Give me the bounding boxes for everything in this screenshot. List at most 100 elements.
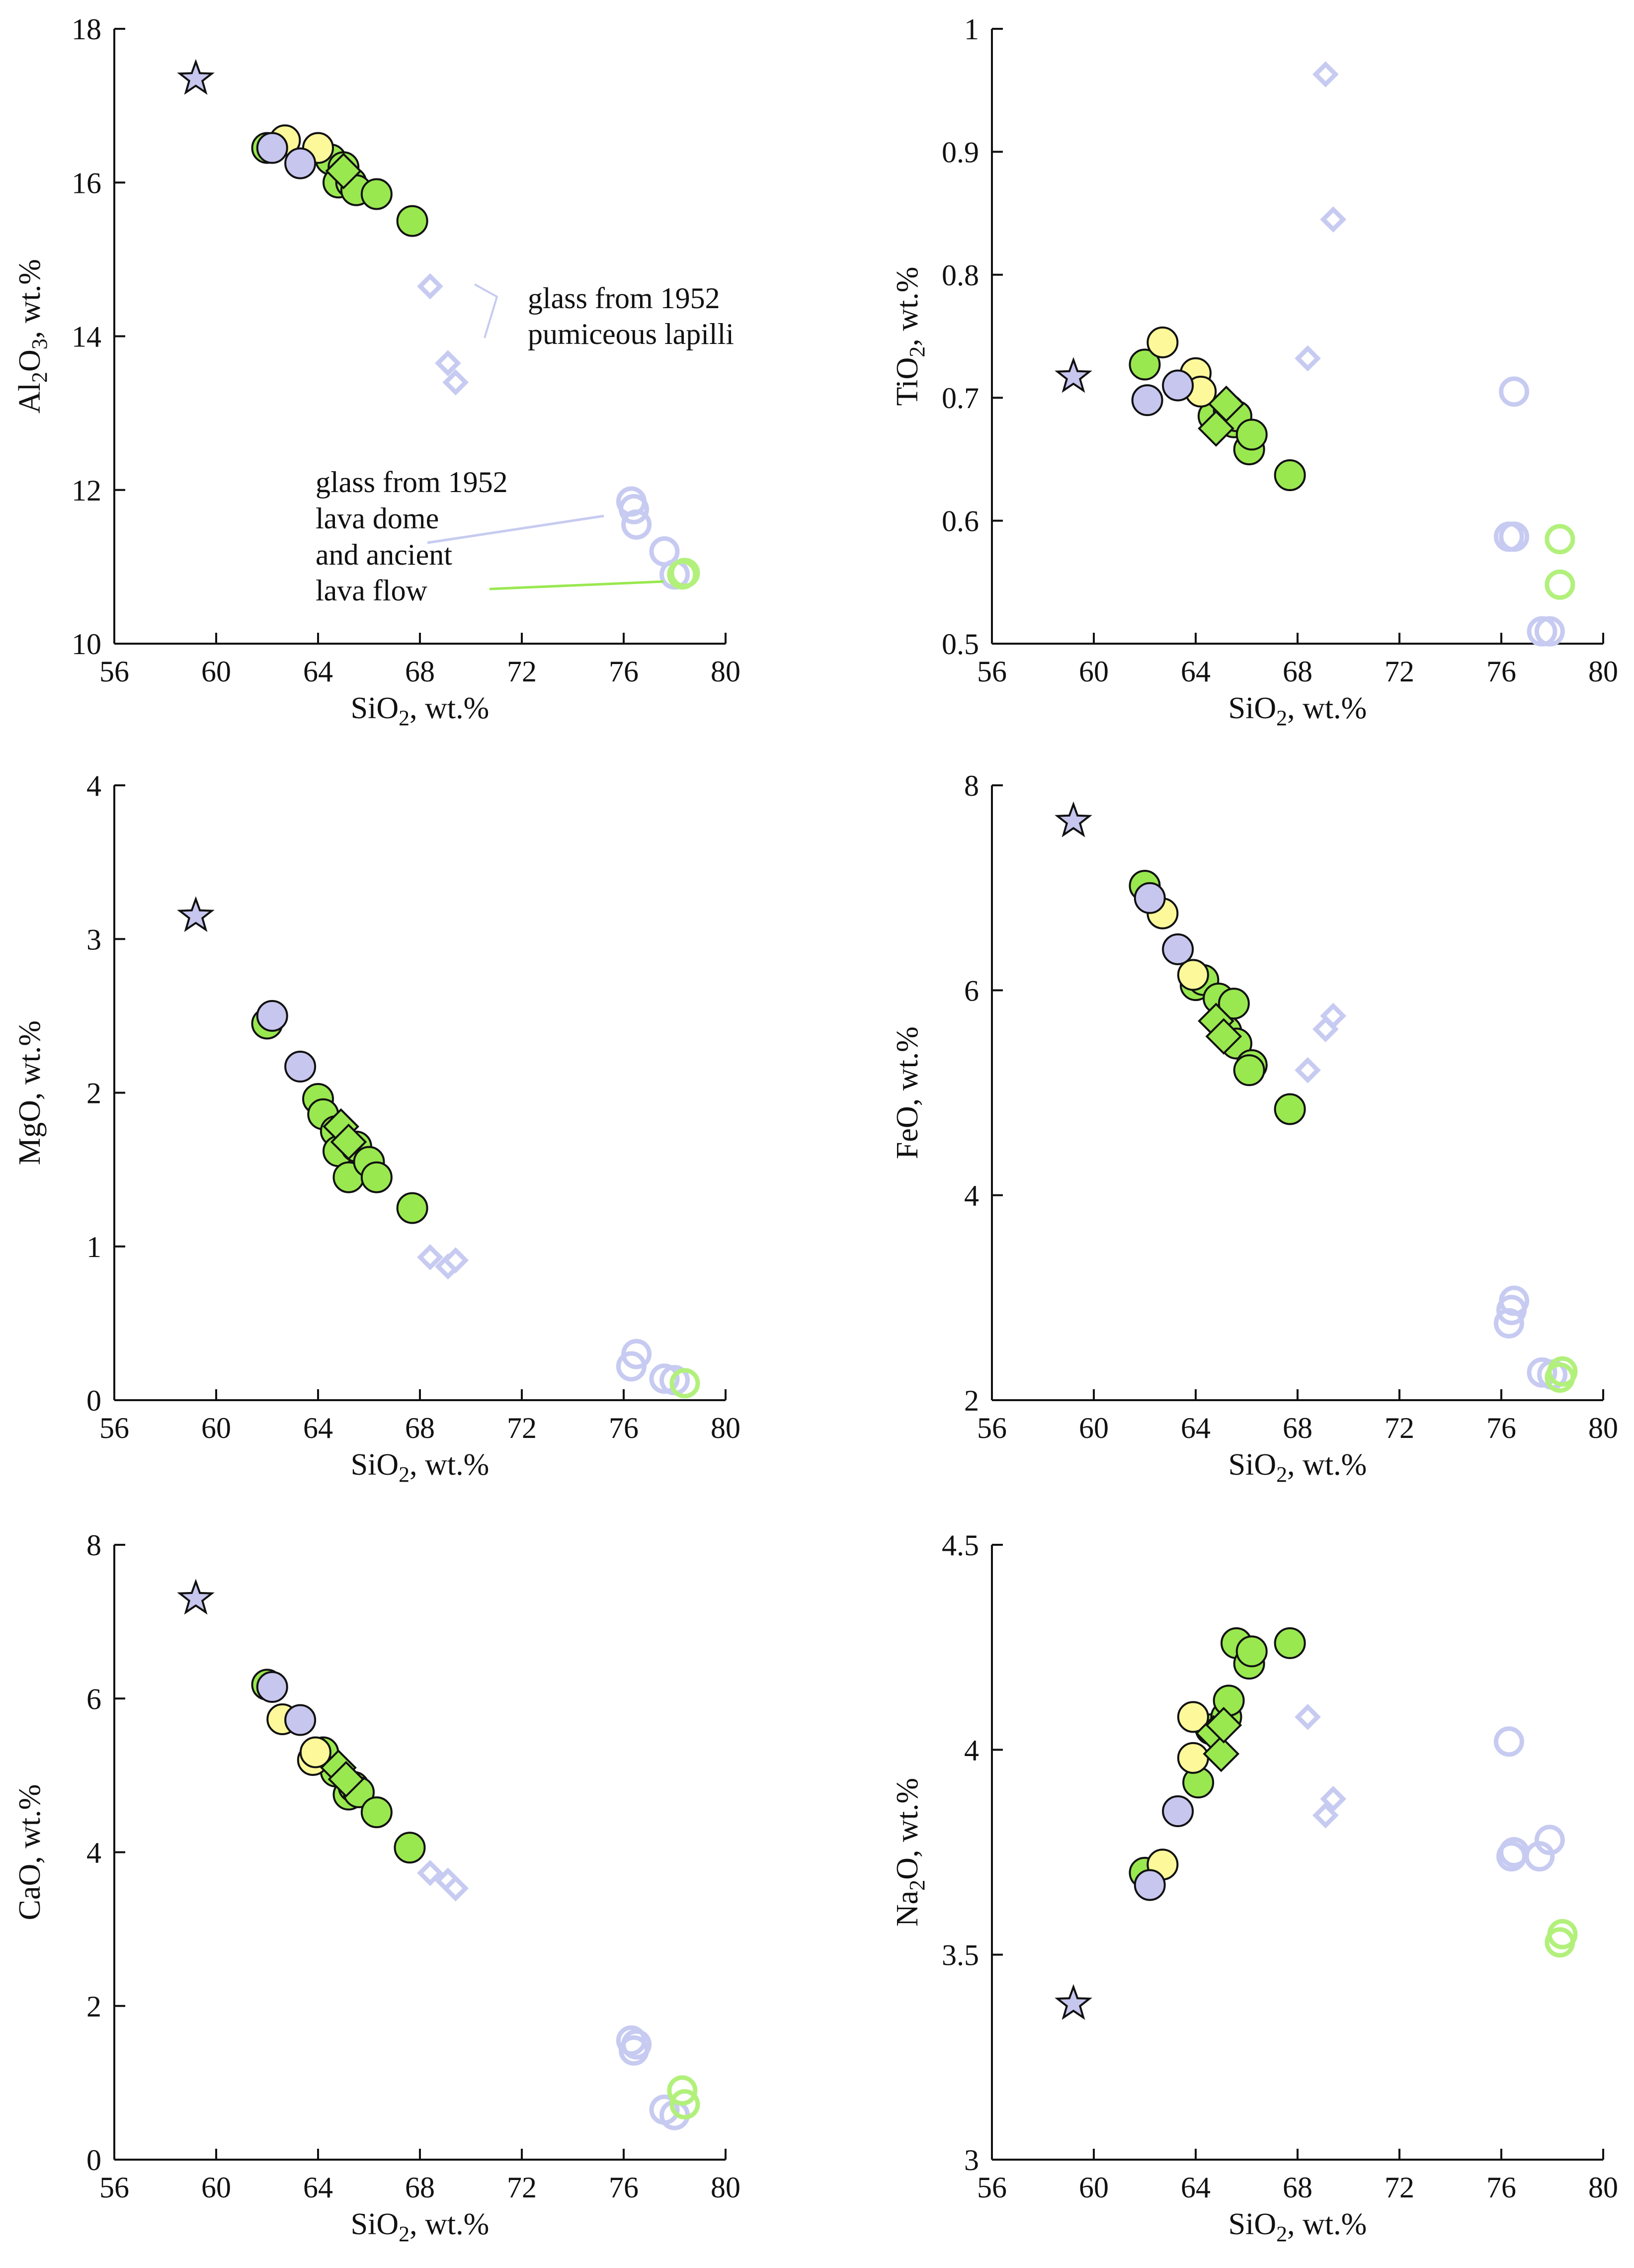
y-axis-label: Al2O3, wt.% [13, 259, 52, 414]
x-tick-label: 76 [1486, 2171, 1516, 2204]
data-point-star [177, 896, 215, 932]
annotations: glass from 1952 pumiceous lapilli glass … [316, 282, 734, 607]
x-tick-label: 80 [711, 655, 740, 688]
y-tick-label: 4 [964, 1734, 979, 1766]
y-tick-label: 10 [72, 628, 101, 661]
x-tick-label: 72 [507, 2171, 537, 2204]
data-point-lapilli-glass [442, 369, 469, 396]
data-point-green [1235, 419, 1268, 451]
x-tick-label: 64 [1181, 655, 1211, 688]
series-lavender [256, 1000, 317, 1083]
x-tick-label: 68 [405, 2171, 435, 2204]
data-point-lapilli-glass [417, 1244, 443, 1270]
data-point-green [360, 178, 393, 210]
data-point-star [1055, 357, 1092, 393]
data-point-lavender [1134, 1869, 1166, 1901]
annotation-flow-leader [489, 580, 664, 590]
data-point-lapilli-glass [1312, 1802, 1339, 1829]
series-dome-glass [616, 486, 690, 590]
data-point-green [1218, 988, 1250, 1020]
data-point-lavender [256, 1671, 288, 1703]
y-tick-label: 8 [86, 1529, 101, 1562]
y-tick-label: 3 [86, 923, 101, 956]
y-tick-label: 0.8 [942, 259, 979, 292]
annotation-lapilli-line1: glass from 1952 [528, 282, 720, 315]
data-point-lapilli-glass [1295, 1703, 1321, 1730]
x-tick-label: 56 [977, 1412, 1007, 1444]
data-point-green [1274, 1093, 1306, 1125]
y-tick-label: 0 [86, 1384, 101, 1417]
y-tick-label: 14 [72, 321, 101, 353]
series-star [177, 1579, 215, 1615]
series-lapilli-glass [1295, 61, 1347, 372]
series-flow-glass [669, 1368, 700, 1399]
data-point-flow-glass [1547, 1356, 1578, 1387]
data-point-star [1055, 1984, 1092, 2020]
y-tick-label: 0.6 [942, 505, 979, 538]
data-point-dome-glass [621, 1339, 652, 1369]
data-point-green-diamond [1208, 385, 1245, 422]
data-point-lavender [1162, 1795, 1194, 1828]
x-tick-label: 56 [99, 655, 129, 688]
chart-na2o: 56 60 64 68 72 76 80 3 3.5 4 4.5 SiO2, wt.% Na2O, wt… [891, 1529, 1618, 2246]
data-point-flow-glass [669, 558, 700, 588]
x-tick-label: 76 [1486, 655, 1516, 688]
data-point-dome-glass [1499, 521, 1530, 552]
y-tick-label: 4 [86, 1837, 101, 1869]
data-point-dome-glass [621, 509, 652, 540]
data-point-green [394, 1832, 426, 1864]
data-point-green-diamond [1205, 1707, 1242, 1744]
series-star [177, 896, 215, 932]
data-point-green [360, 1796, 393, 1829]
data-point-star [177, 59, 215, 95]
series-star [1055, 801, 1092, 838]
data-point-lapilli-glass [442, 1875, 469, 1902]
x-tick-label: 60 [1079, 655, 1109, 688]
y-tick-label: 3.5 [942, 1939, 979, 1972]
y-tick-label: 0 [86, 2144, 101, 2177]
x-tick-label: 60 [201, 1412, 231, 1444]
series-lavender [1134, 882, 1194, 965]
x-tick-label: 56 [977, 655, 1007, 688]
annotation-dome-line4: lava flow [316, 574, 428, 607]
series-dome-glass [1493, 1285, 1567, 1390]
data-point-lavender [256, 1000, 288, 1032]
data-point-green-diamond [330, 1123, 367, 1161]
data-point-lavender [1162, 933, 1194, 965]
data-point-dome-glass [1534, 1825, 1565, 1855]
y-tick-label: 0.9 [942, 136, 979, 168]
series-lavender [256, 132, 317, 179]
data-point-flow-glass [1545, 569, 1575, 600]
y-tick-label: 3 [964, 2144, 979, 2177]
data-point-yellow [299, 1736, 331, 1768]
x-axis-label: SiO2, wt.% [1228, 2207, 1367, 2246]
data-point-yellow [1146, 326, 1179, 358]
x-tick-label: 68 [1283, 1412, 1312, 1444]
series-flow-glass [1545, 524, 1575, 600]
x-tick-label: 56 [99, 2171, 129, 2204]
data-point-dome-glass [1499, 376, 1530, 407]
data-point-yellow [1177, 1701, 1209, 1733]
x-tick-label: 64 [303, 655, 333, 688]
series-star [1055, 357, 1092, 393]
y-tick-label: 4.5 [942, 1529, 979, 1562]
data-point-green [396, 1192, 428, 1224]
y-axis-label: Na2O, wt.% [891, 1778, 929, 1927]
x-tick-label: 72 [1385, 2171, 1414, 2204]
x-axis-label: SiO2, wt.% [1228, 691, 1367, 730]
annotation-dome-line2: lava dome [316, 502, 439, 535]
data-point-dome-glass [621, 2029, 652, 2060]
x-tick-label: 68 [1283, 2171, 1312, 2204]
y-tick-label: 18 [72, 13, 101, 46]
y-tick-label: 12 [72, 474, 101, 507]
data-point-lapilli-glass [1320, 206, 1347, 233]
data-point-yellow [1177, 959, 1209, 991]
data-point-dome-glass [619, 494, 649, 524]
data-point-dome-glass [1493, 1726, 1524, 1757]
data-point-green-diamond [1203, 1735, 1240, 1772]
x-tick-label: 72 [507, 655, 537, 688]
data-point-lapilli-glass [1320, 1003, 1347, 1029]
x-axis-label: SiO2, wt.% [351, 691, 490, 730]
x-tick-label: 64 [1181, 2171, 1211, 2204]
